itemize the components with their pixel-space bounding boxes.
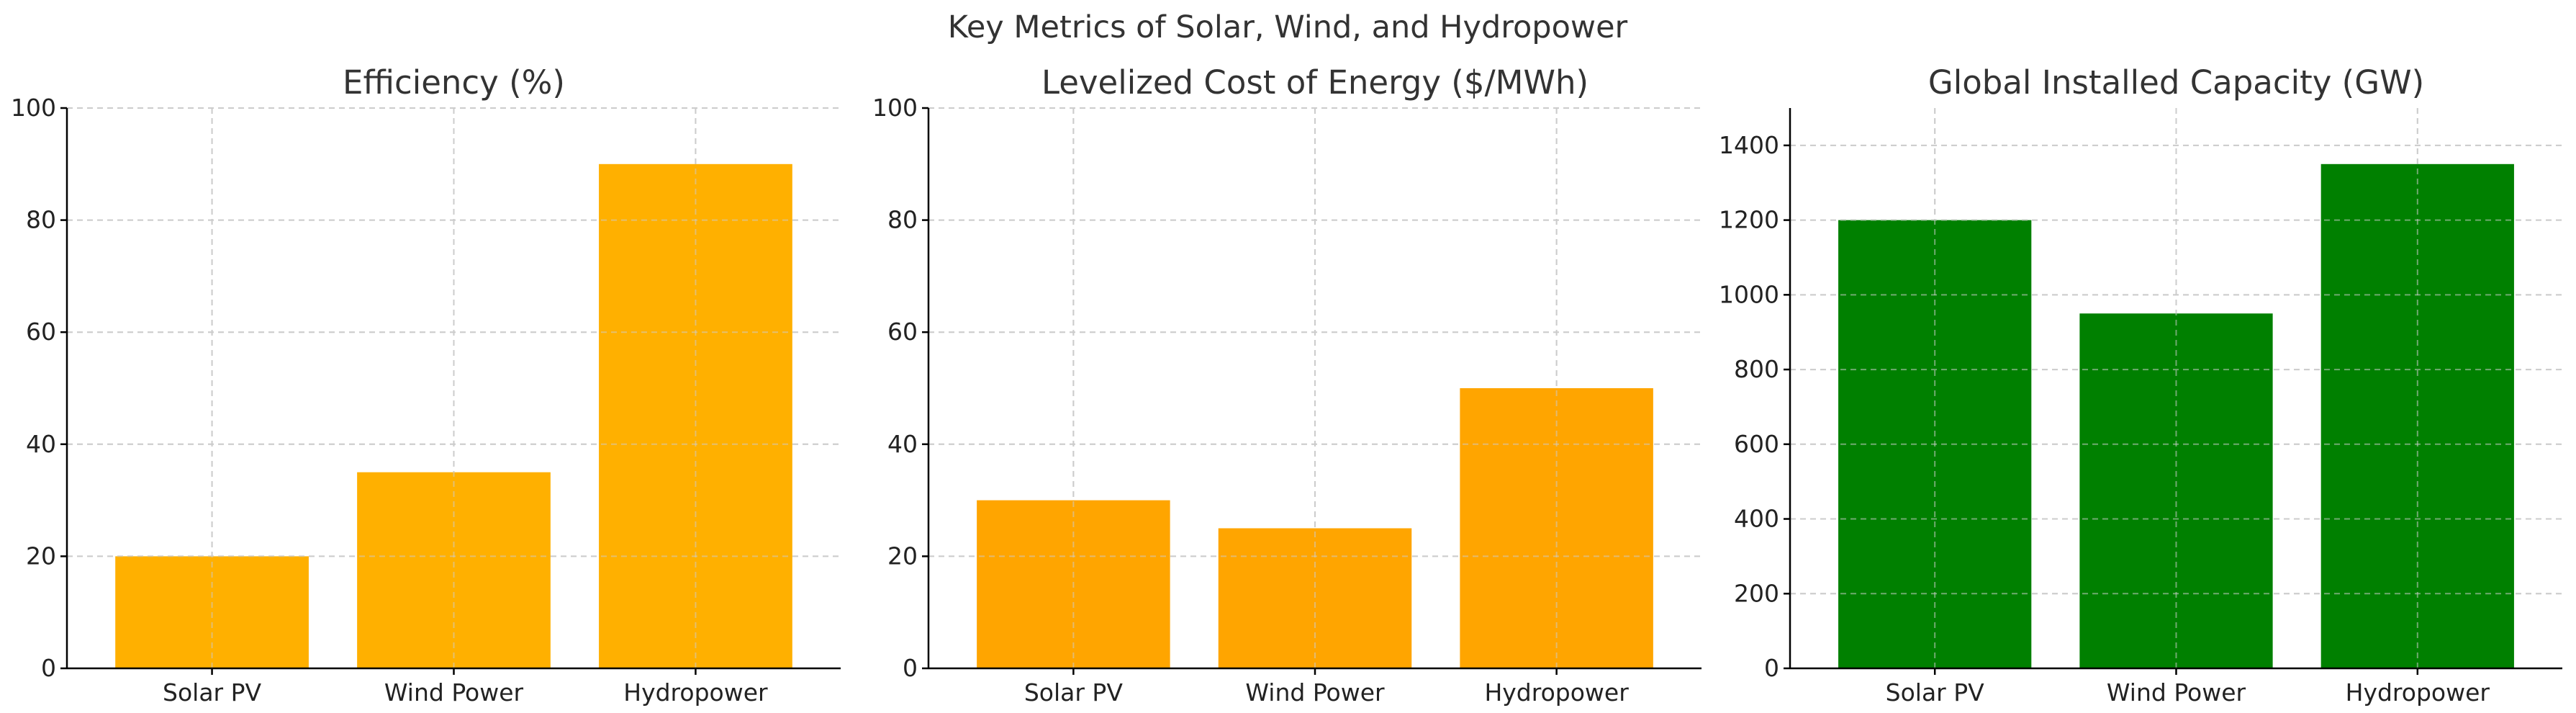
subplot-3: Global Installed Capacity (GW) 0 200 400 600… (1719, 63, 2562, 707)
y-tick-label: 0 (1764, 654, 1779, 682)
y-tick-label: 800 (1734, 355, 1779, 383)
y-tick-label: 0 (41, 654, 56, 682)
subplot-2: Levelized Cost of Energy ($/MWh) 0 20 40 60 8… (872, 63, 1701, 707)
y-tick-label: 60 (26, 318, 56, 346)
x-tick-label: Solar PV (1024, 678, 1123, 707)
y-tick-label: 60 (887, 318, 918, 346)
x-tick-label: Hydropower (1484, 678, 1629, 707)
y-tick-label: 20 (26, 542, 56, 570)
subplot-title: Global Installed Capacity (GW) (1928, 63, 2424, 102)
y-tick-label: 100 (872, 94, 918, 122)
y-tick-label: 40 (887, 430, 918, 458)
x-tick-label: Wind Power (1245, 678, 1385, 707)
y-tick-label: 40 (26, 430, 56, 458)
x-tick-label: Solar PV (163, 678, 261, 707)
x-tick-label: Wind Power (2107, 678, 2246, 707)
subplot-title: Efficiency (%) (343, 63, 565, 102)
y-tick-label: 1400 (1719, 131, 1779, 159)
y-tick-label: 200 (1734, 579, 1779, 607)
subplot-1: Efficiency (%) 0 20 40 60 80 100 Solar PV Wind P… (11, 63, 841, 707)
y-tick-label: 100 (11, 94, 56, 122)
y-tick-label: 80 (887, 206, 918, 234)
y-tick-label: 20 (887, 542, 918, 570)
y-tick-label: 0 (903, 654, 918, 682)
y-tick-label: 1000 (1719, 280, 1779, 308)
y-tick-label: 600 (1734, 430, 1779, 458)
x-tick-label: Wind Power (384, 678, 524, 707)
figure-suptitle: Key Metrics of Solar, Wind, and Hydropow… (948, 9, 1628, 45)
y-tick-label: 1200 (1719, 206, 1779, 234)
x-tick-label: Hydropower (2346, 678, 2490, 707)
y-tick-label: 80 (26, 206, 56, 234)
x-tick-label: Hydropower (623, 678, 768, 707)
y-tick-label: 400 (1734, 505, 1779, 533)
x-tick-label: Solar PV (1886, 678, 1984, 707)
subplot-title: Levelized Cost of Energy ($/MWh) (1041, 63, 1588, 102)
